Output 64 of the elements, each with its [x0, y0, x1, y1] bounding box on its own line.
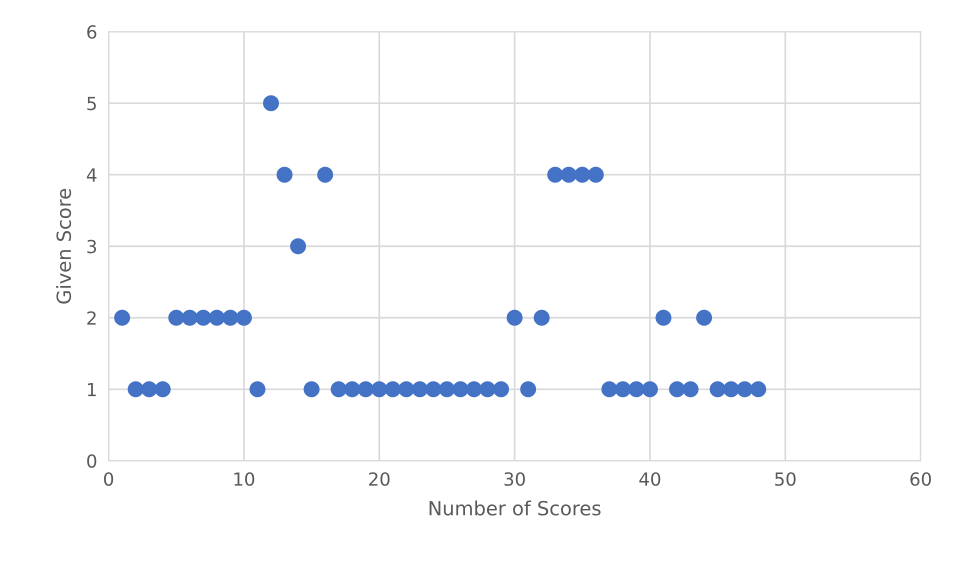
- point: [750, 381, 766, 398]
- point: [141, 381, 158, 398]
- point: [263, 95, 279, 112]
- x-tick-label: 20: [369, 472, 390, 486]
- y-tick-label: 0: [87, 454, 96, 468]
- point: [723, 381, 740, 398]
- point: [128, 381, 144, 398]
- point: [412, 381, 428, 398]
- x-tick-label: 30: [504, 472, 525, 486]
- point: [249, 381, 266, 398]
- point: [588, 166, 604, 183]
- x-tick-label: 50: [775, 472, 796, 486]
- point: [344, 381, 360, 398]
- point: [696, 310, 712, 326]
- point: [438, 381, 455, 398]
- point: [114, 310, 130, 326]
- point: [182, 310, 198, 326]
- point: [384, 381, 401, 398]
- x-axis-title: Number of Scores: [430, 500, 601, 516]
- point: [222, 310, 238, 326]
- point: [710, 381, 726, 398]
- x-tick-label: 10: [234, 472, 254, 486]
- y-tick-label: 2: [87, 311, 96, 325]
- y-tick-label: 4: [86, 168, 96, 182]
- point: [506, 310, 523, 326]
- point: [682, 381, 699, 398]
- x-tick-label: 40: [639, 472, 660, 486]
- point: [614, 381, 631, 398]
- point: [736, 381, 753, 398]
- point: [168, 310, 184, 326]
- y-axis-title: Given Score: [56, 188, 72, 304]
- point: [656, 310, 672, 326]
- point: [195, 310, 212, 326]
- point: [208, 310, 225, 326]
- point: [466, 381, 482, 398]
- point: [480, 381, 496, 398]
- y-tick-label: 3: [87, 240, 96, 254]
- point: [534, 310, 550, 326]
- point: [154, 381, 171, 398]
- x-tick-label: 0: [104, 472, 114, 486]
- point: [520, 381, 536, 398]
- point: [560, 166, 577, 183]
- point: [628, 381, 644, 398]
- point: [425, 381, 442, 398]
- point: [398, 381, 414, 398]
- point: [493, 381, 510, 398]
- x-tick-label: 60: [910, 472, 931, 486]
- point: [669, 381, 686, 398]
- point: [276, 166, 293, 183]
- point: [317, 166, 334, 183]
- point: [236, 310, 252, 326]
- y-tick-label: 1: [88, 382, 96, 396]
- point: [290, 238, 306, 254]
- point: [358, 381, 374, 398]
- y-tick-label: 6: [87, 25, 96, 39]
- point: [574, 166, 590, 183]
- y-tick-label: 5: [87, 96, 96, 110]
- point: [642, 381, 658, 398]
- point: [371, 381, 388, 398]
- point: [547, 166, 564, 183]
- point: [452, 381, 468, 398]
- point: [304, 381, 320, 398]
- point: [601, 381, 618, 398]
- point: [330, 381, 347, 398]
